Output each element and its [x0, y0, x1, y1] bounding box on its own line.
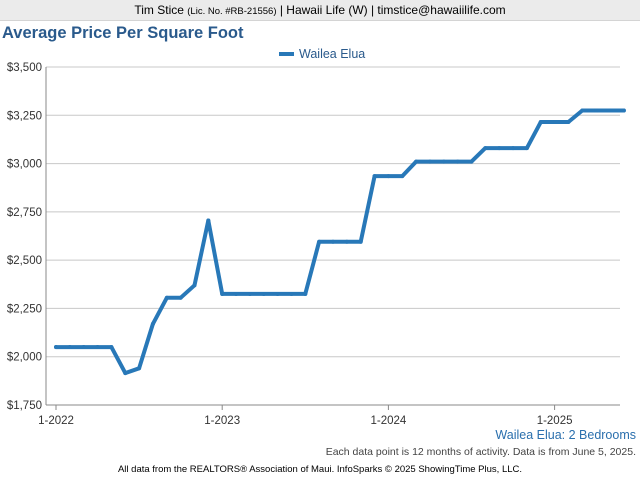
line-chart: $1,750 $2,000 $2,250 $2,500 $2,750 $3,000 $3,2…: [7, 47, 626, 427]
data-point[interactable]: [150, 321, 155, 326]
data-point[interactable]: [538, 120, 543, 125]
x-tick-label: 1-2022: [38, 415, 74, 427]
data-point[interactable]: [247, 291, 252, 296]
data-point[interactable]: [469, 159, 474, 164]
data-point[interactable]: [455, 159, 460, 164]
chart-subtitle: Wailea Elua: 2 Bedrooms: [495, 428, 636, 442]
data-point[interactable]: [123, 371, 128, 376]
data-point[interactable]: [386, 174, 391, 179]
data-point[interactable]: [552, 120, 557, 125]
legend[interactable]: Wailea Elua: [279, 47, 365, 61]
footer-credit: All data from the REALTORS® Association …: [117, 464, 523, 475]
data-point[interactable]: [511, 146, 516, 151]
agent-details: | Hawaii Life (W) | timstice@hawaiilife.…: [279, 3, 506, 17]
data-point[interactable]: [234, 291, 239, 296]
data-point[interactable]: [594, 108, 599, 113]
data-point[interactable]: [192, 283, 197, 288]
chart-title: Average Price Per Square Foot: [2, 24, 244, 42]
data-point[interactable]: [344, 239, 349, 244]
data-point[interactable]: [441, 159, 446, 164]
y-tick-label: $2,500: [7, 255, 42, 267]
data-point[interactable]: [427, 159, 432, 164]
x-tick-label: 1-2023: [204, 415, 240, 427]
y-tick-label: $2,250: [7, 303, 42, 315]
y-tick-label: $3,500: [7, 62, 42, 74]
data-point[interactable]: [400, 174, 405, 179]
x-tick-label: 1-2024: [370, 415, 406, 427]
data-point[interactable]: [67, 345, 72, 350]
data-point[interactable]: [164, 295, 169, 300]
data-point[interactable]: [331, 239, 335, 244]
license-number: (Lic. No. #RB-21556): [187, 6, 277, 17]
data-point[interactable]: [275, 291, 280, 296]
data-point[interactable]: [54, 345, 58, 350]
y-tick-label: $3,250: [7, 110, 42, 122]
data-point[interactable]: [303, 291, 308, 296]
y-tick-label: $1,750: [7, 400, 42, 412]
x-axis-labels: 1-2022 1-2023 1-2024 1-2025: [38, 405, 573, 427]
data-point[interactable]: [206, 218, 211, 223]
data-point[interactable]: [580, 108, 585, 113]
header-bar: Tim Stice (Lic. No. #RB-21556) | Hawaii …: [0, 0, 640, 21]
data-point[interactable]: [414, 159, 419, 164]
legend-label-wailea-elua: Wailea Elua: [299, 47, 365, 61]
data-point[interactable]: [524, 146, 529, 151]
y-tick-label: $2,750: [7, 207, 42, 219]
activity-note: Each data point is 12 months of activity…: [325, 446, 636, 458]
data-point[interactable]: [109, 345, 114, 350]
data-point[interactable]: [608, 108, 612, 113]
data-point[interactable]: [317, 239, 322, 244]
data-point[interactable]: [358, 239, 363, 244]
data-point[interactable]: [95, 345, 100, 350]
data-point[interactable]: [497, 146, 502, 151]
agent-name: Tim Stice: [134, 3, 184, 17]
data-point[interactable]: [261, 291, 266, 296]
data-point[interactable]: [566, 120, 571, 125]
data-point[interactable]: [81, 345, 86, 350]
data-point[interactable]: [372, 174, 377, 179]
data-point[interactable]: [289, 291, 294, 296]
series-wailea-elua: [54, 108, 626, 376]
y-tick-label: $2,000: [7, 352, 42, 364]
data-point[interactable]: [137, 366, 142, 371]
data-point[interactable]: [178, 295, 183, 300]
grid-lines: [46, 66, 620, 358]
series-line: [54, 108, 626, 376]
data-point[interactable]: [220, 291, 225, 296]
axes: [45, 67, 620, 406]
x-tick-label: 1-2025: [537, 415, 573, 427]
y-tick-label: $3,000: [7, 159, 42, 171]
data-point[interactable]: [483, 146, 488, 151]
y-axis-labels: $1,750 $2,000 $2,250 $2,500 $2,750 $3,000 $3,2…: [7, 62, 42, 412]
data-point[interactable]: [621, 108, 626, 113]
